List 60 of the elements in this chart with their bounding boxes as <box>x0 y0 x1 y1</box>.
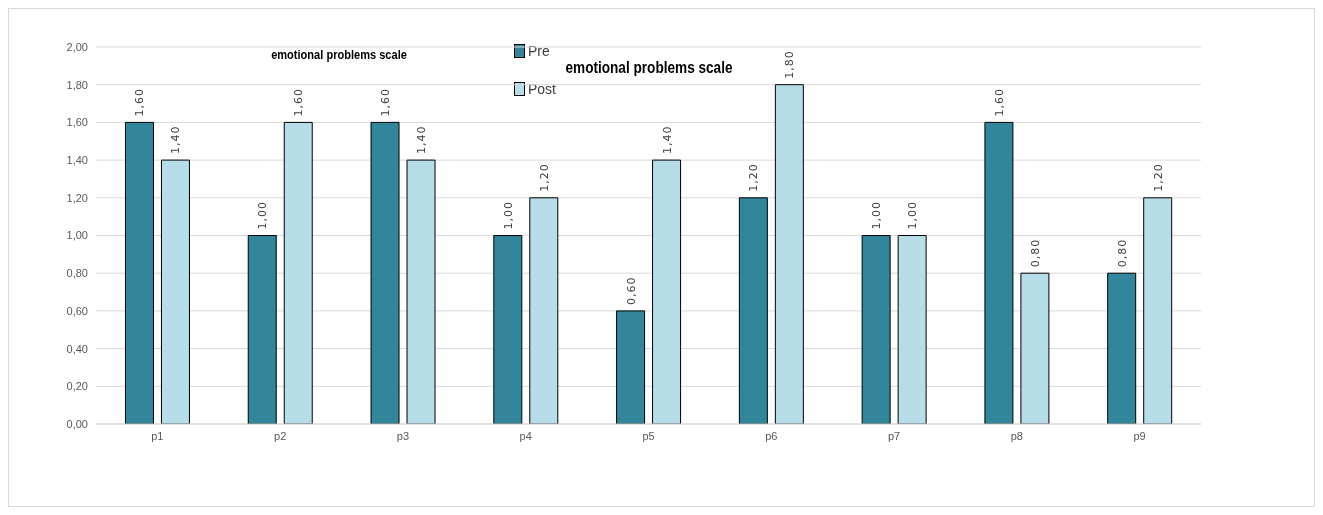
bar <box>370 121 400 424</box>
y-tick-label: 0,80 <box>66 267 88 280</box>
data-label: 1,20 <box>747 163 761 192</box>
x-tick-label: p8 <box>1010 429 1023 442</box>
legend-label: Pre <box>527 41 551 60</box>
bar <box>774 84 804 424</box>
y-tick-label: 1,60 <box>66 116 88 129</box>
bar <box>160 159 190 424</box>
bar <box>283 121 313 424</box>
y-tick-label: 1,00 <box>66 229 88 242</box>
data-label: 1,40 <box>169 125 183 155</box>
text: emotional problems scale <box>564 59 734 77</box>
data-label: 1,00 <box>501 201 515 230</box>
data-label: 1,60 <box>992 87 1006 117</box>
data-label: 1,00 <box>256 201 270 230</box>
bar <box>124 121 154 424</box>
data-label: 1,00 <box>870 201 884 230</box>
x-tick-label: p5 <box>642 429 655 442</box>
y-tick-label: 1,80 <box>66 78 88 91</box>
x-tick-label: p6 <box>765 429 778 442</box>
x-tick-label: p1 <box>151 429 164 442</box>
y-tick-label: 0,60 <box>66 304 88 317</box>
y-tick-label: 1,20 <box>66 191 88 204</box>
bar <box>738 197 768 424</box>
x-tick-label: p7 <box>887 429 901 442</box>
data-label: 1,40 <box>660 125 674 155</box>
data-label: 0,80 <box>1115 238 1129 268</box>
bar <box>861 235 891 424</box>
data-label: 1,60 <box>379 87 393 117</box>
legend-label: Post <box>527 79 557 98</box>
data-label: 0,80 <box>1028 238 1042 268</box>
bar <box>984 121 1014 424</box>
y-tick-label: 0,20 <box>66 380 88 393</box>
data-label: 1,60 <box>292 87 306 117</box>
bar <box>247 235 277 424</box>
data-label: 1,40 <box>415 125 429 155</box>
bar <box>1020 272 1050 424</box>
chart-subtitle: emotional problems scale <box>270 47 408 62</box>
y-tick-label: 2,00 <box>66 40 88 53</box>
y-tick-label: 0,00 <box>66 417 88 430</box>
bar <box>493 235 523 424</box>
data-label: 1,60 <box>133 87 147 117</box>
data-label: 1,00 <box>906 201 920 230</box>
bar <box>406 159 436 424</box>
x-tick-label: p3 <box>396 429 410 442</box>
y-tick-label: 1,40 <box>66 154 88 167</box>
x-tick-label: p2 <box>274 429 287 442</box>
bar <box>616 310 646 424</box>
x-tick-label: p9 <box>1133 429 1146 442</box>
bar <box>529 197 559 424</box>
bar <box>1107 272 1137 424</box>
data-label: 1,80 <box>783 50 797 79</box>
bar <box>897 235 927 424</box>
data-label: 0,60 <box>624 276 638 305</box>
data-label: 1,20 <box>1151 163 1165 192</box>
y-tick-label: 0,40 <box>66 342 88 355</box>
data-label: 1,20 <box>537 163 551 192</box>
bar <box>652 159 682 424</box>
bar <box>1143 197 1173 424</box>
x-tick-label: p4 <box>519 429 532 442</box>
